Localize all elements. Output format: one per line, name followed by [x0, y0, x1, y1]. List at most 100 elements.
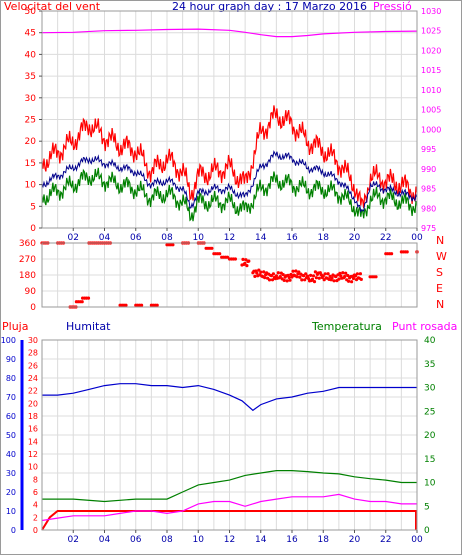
pressure-y-tick-label: 980: [421, 204, 436, 213]
direction-point: [210, 246, 214, 250]
direction-y-tick-label: 360: [19, 239, 36, 249]
direction-point: [263, 276, 267, 280]
temperature-y-tick-label: 30: [424, 384, 436, 394]
wind-panel-axes: 02 04 06 08 10 12 14 16 18 20 22 000510152025303540…: [25, 7, 442, 243]
temperature-y-tick-label: 0: [424, 526, 430, 536]
direction-point: [288, 278, 292, 282]
direction-point: [317, 276, 321, 280]
x-tick-label: 10: [193, 535, 205, 545]
x-tick-label: 02: [68, 535, 79, 545]
pressure-y-tick-label: 975: [421, 224, 436, 233]
temperature-y-tick-label: 15: [424, 455, 435, 465]
direction-point: [359, 277, 363, 281]
humidity-y-tick-label: 10: [6, 507, 16, 516]
pressure-y-tick-label: 985: [421, 185, 436, 194]
direction-point: [347, 279, 351, 283]
humidity-y-tick-label: 30: [6, 469, 16, 478]
wind-y-tick-label: 0: [30, 224, 36, 234]
direction-point: [350, 280, 354, 284]
humidity-y-tick-label: 70: [6, 393, 16, 402]
direction-y-tick-label: 180: [19, 271, 36, 281]
direction-point: [353, 274, 358, 278]
rain-label: Pluja: [2, 320, 28, 333]
rain-y-tick-label: 8: [33, 475, 38, 484]
direction-point: [270, 278, 275, 282]
x-tick-label: 02: [68, 233, 79, 243]
temperature-y-tick-label: 5: [424, 502, 430, 512]
compass-label: W: [436, 250, 447, 263]
rain-y-tick-label: 2: [33, 513, 38, 522]
direction-point: [80, 300, 84, 304]
rain-y-tick-label: 20: [28, 399, 38, 408]
direction-point: [304, 272, 308, 276]
direction-point: [300, 278, 304, 282]
chart-title: 24 hour graph day : 17 Marzo 2016: [172, 0, 367, 13]
direction-point: [346, 273, 350, 278]
humidity-y-tick-label: 40: [6, 450, 16, 459]
series-pluja: [41, 510, 417, 531]
direction-point: [289, 272, 293, 277]
pressure-y-tick-label: 1030: [421, 7, 441, 16]
wind-y-tick-label: 35: [25, 72, 36, 82]
humidity-y-tick-label: 90: [6, 355, 16, 364]
direction-point: [86, 296, 91, 300]
series-verd: [41, 167, 418, 222]
rain-y-tick-label: 12: [28, 450, 38, 459]
rain-y-tick-label: 26: [28, 361, 38, 370]
x-tick-label: 18: [318, 535, 330, 545]
direction-point: [262, 270, 266, 274]
humidity-y-tick-label: 100: [1, 336, 16, 345]
x-tick-label: 22: [380, 535, 391, 545]
pressure-y-tick-label: 990: [421, 165, 436, 174]
direction-point: [285, 279, 289, 283]
humidity-y-tick-label: 50: [6, 431, 16, 440]
rain-y-tick-label: 4: [33, 501, 38, 510]
rain-y-tick-label: 30: [28, 336, 38, 345]
series-mitjana: [41, 150, 418, 213]
series-punt-rosada: [41, 493, 417, 522]
direction-point: [271, 272, 275, 276]
direction-point: [314, 276, 318, 280]
direction-point: [344, 271, 348, 275]
direction-point: [330, 276, 334, 280]
rain-y-tick-label: 18: [28, 412, 38, 421]
humidity-y-tick-label: 0: [11, 526, 16, 535]
series-velocitat-del-vent: [41, 105, 418, 209]
direction-point: [247, 259, 251, 263]
direction-point: [405, 250, 409, 254]
direction-point: [313, 270, 317, 274]
compass-label: N: [436, 298, 444, 311]
direction-point: [297, 270, 301, 274]
direction-point: [355, 272, 359, 276]
temperature-y-tick-label: 25: [424, 407, 435, 417]
direction-point: [338, 271, 342, 275]
rain-y-tick-label: 28: [28, 349, 38, 358]
direction-point: [282, 278, 286, 282]
rain-y-tick-label: 14: [28, 437, 38, 446]
rain-y-tick-label: 24: [28, 374, 38, 383]
direction-point: [140, 303, 144, 307]
direction-point: [343, 274, 347, 279]
x-tick-label: 22: [380, 233, 391, 243]
pressure-y-tick-label: 1005: [421, 106, 441, 115]
x-tick-label: 00: [411, 535, 423, 545]
direction-point: [295, 275, 299, 279]
direction-point: [341, 271, 345, 275]
rain-y-tick-label: 0: [33, 526, 38, 535]
series-humitat: [42, 383, 417, 412]
direction-point: [267, 278, 272, 282]
direction-point: [255, 271, 259, 275]
direction-point: [294, 269, 298, 273]
x-tick-label: 14: [255, 233, 267, 243]
direction-point: [298, 275, 302, 279]
direction-point: [311, 274, 316, 278]
direction-point: [390, 252, 394, 256]
direction-point: [218, 252, 222, 256]
series-temperatura: [42, 470, 417, 503]
rain-y-tick-label: 10: [28, 463, 38, 472]
humidity-y-tick-label: 80: [6, 374, 16, 383]
direction-point: [321, 274, 325, 278]
humidity-y-tick-label: 20: [6, 488, 16, 497]
direction-point: [326, 272, 330, 276]
